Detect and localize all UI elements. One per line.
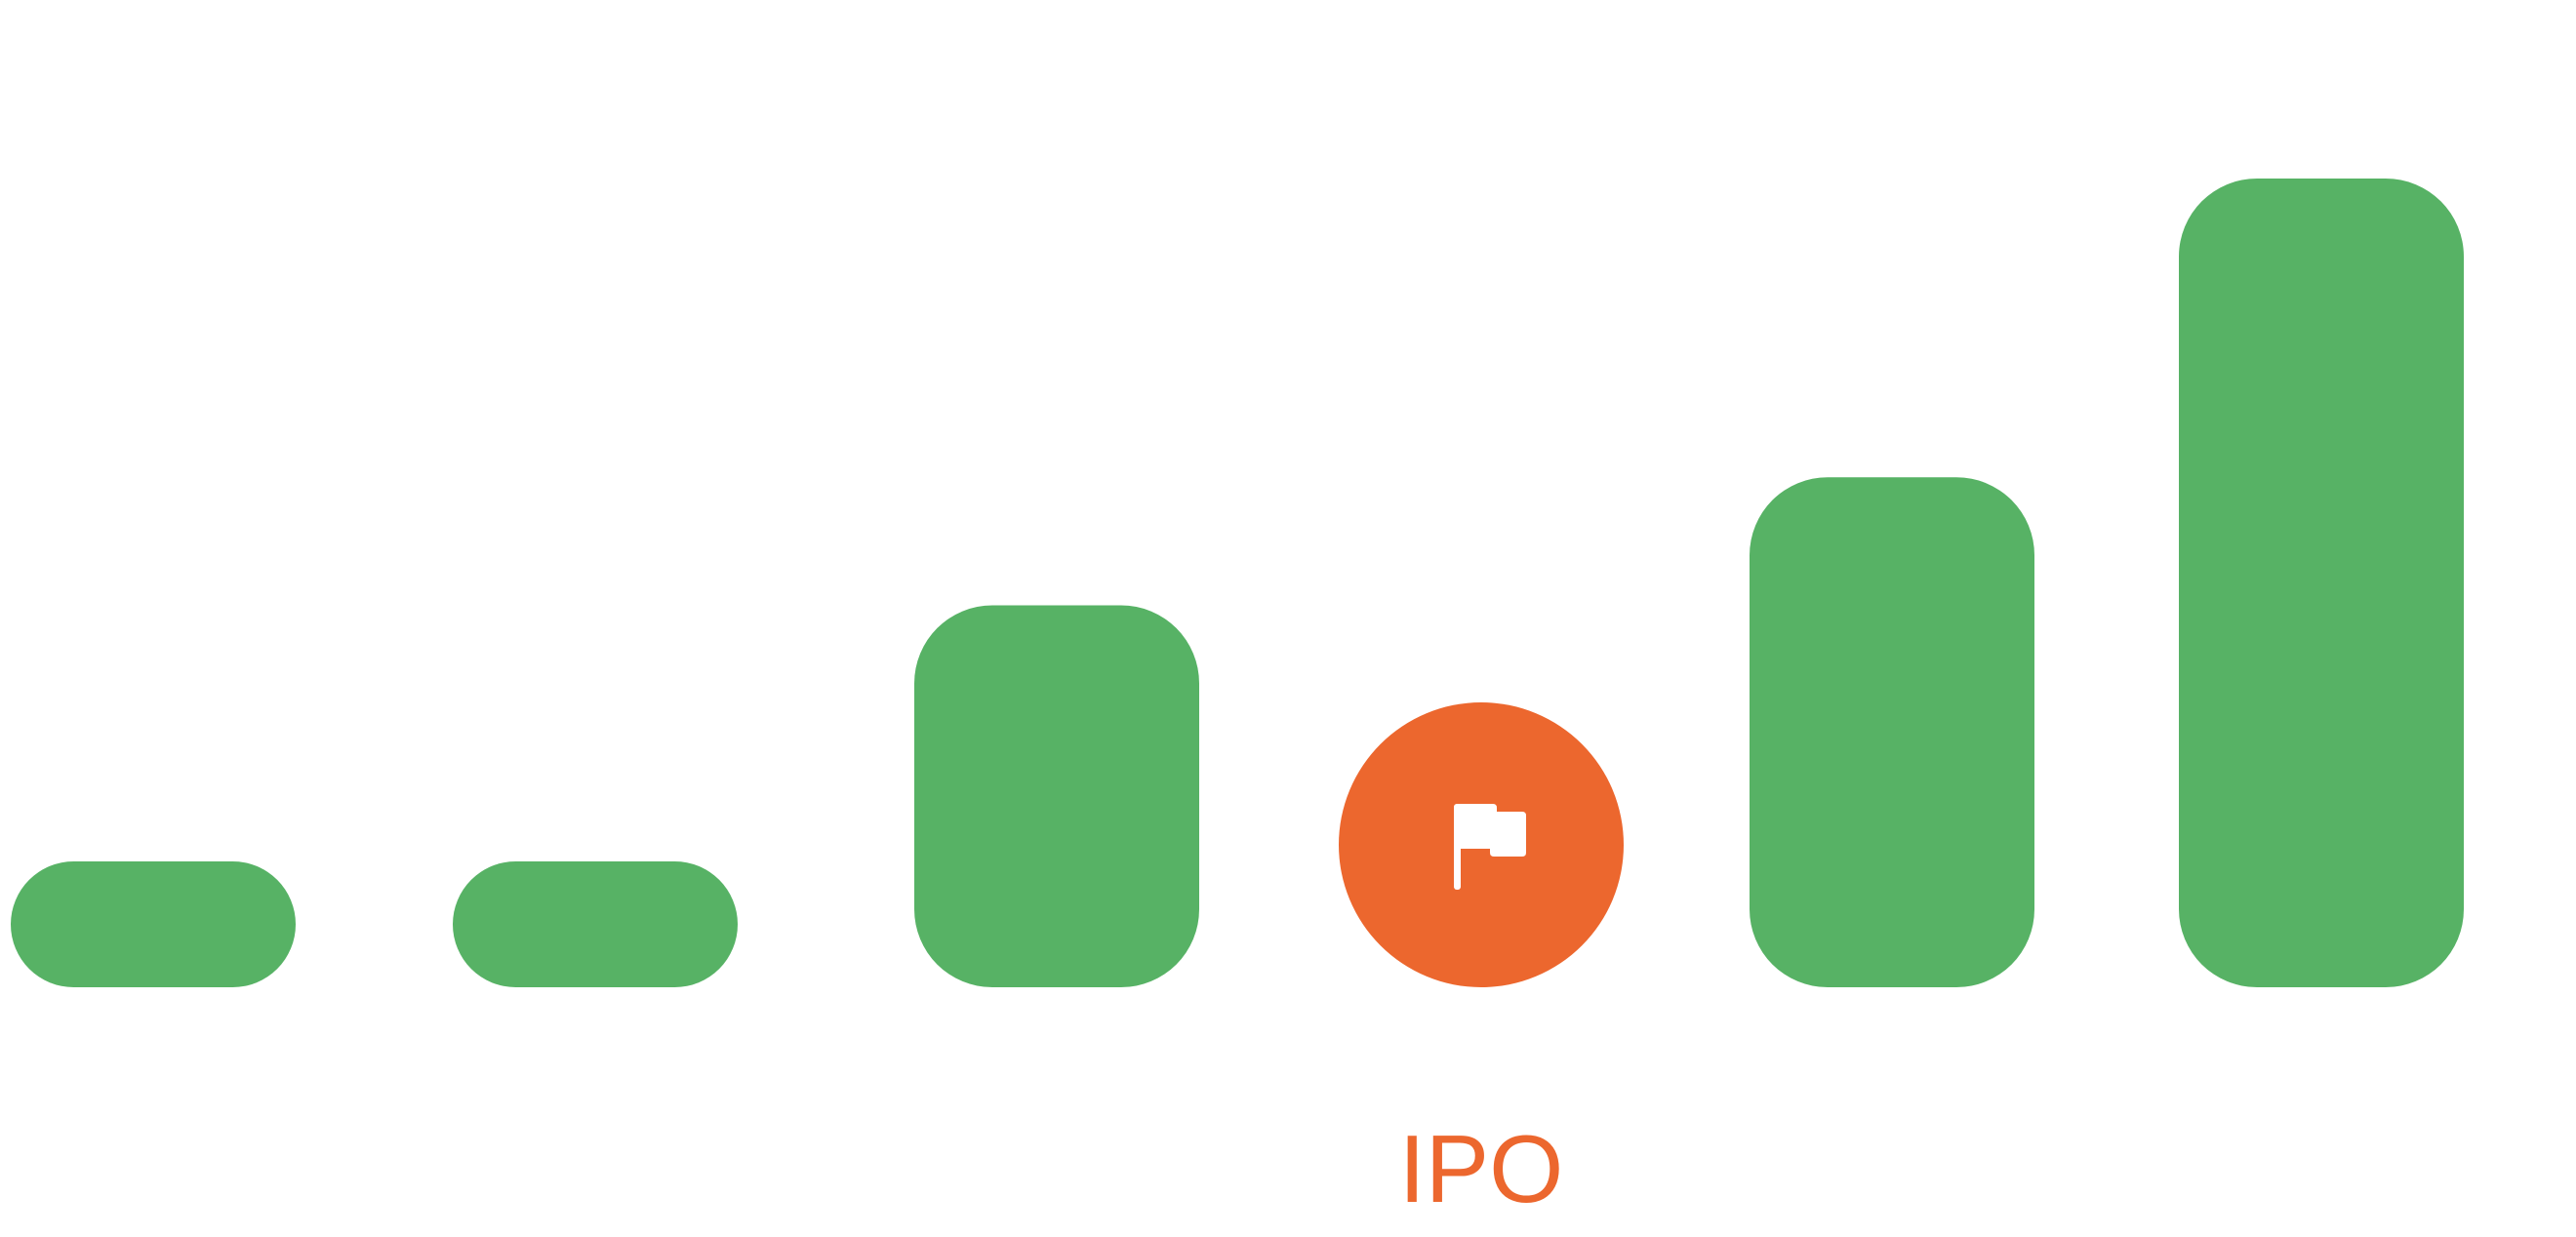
bar-3 <box>914 605 1199 987</box>
bars-group <box>11 179 2464 987</box>
labels-group: IPO <box>1399 1115 1564 1222</box>
category-label-ipo: IPO <box>1399 1115 1564 1222</box>
flag-icon <box>1454 804 1526 890</box>
bar-6 <box>2179 179 2464 987</box>
bar-5 <box>1750 477 2034 987</box>
bar-1 <box>11 861 296 987</box>
bar-2 <box>453 861 738 987</box>
